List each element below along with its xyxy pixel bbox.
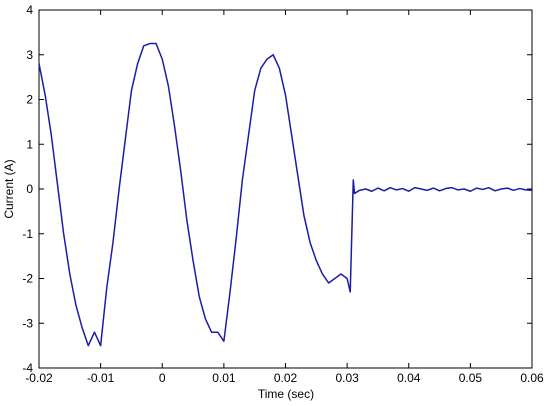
x-tick-label: 0.02 [274,371,298,385]
y-tick-label: 3 [26,48,33,62]
y-tick-label: 2 [26,93,33,107]
y-tick-label: -1 [22,227,33,241]
y-tick-label: 4 [26,3,33,17]
y-tick-label: -2 [22,272,33,286]
y-tick-label: -3 [22,316,33,330]
y-tick-label: 1 [26,137,33,151]
x-tick-label: 0 [159,371,166,385]
x-tick-label: 0.04 [397,371,421,385]
y-axis-label: Current (A) [2,159,16,218]
x-tick-label: 0.01 [212,371,236,385]
plot-box [38,9,533,369]
x-tick-label: -0.01 [87,371,115,385]
y-tick-label: -4 [22,361,33,375]
y-tick-label: 0 [26,182,33,196]
x-tick-label: 0.03 [335,371,359,385]
x-tick-label: 0.05 [459,371,483,385]
x-axis-label: Time (sec) [258,387,314,401]
x-tick-label: -0.02 [25,371,53,385]
data-line [38,42,533,347]
x-tick-label: 0.06 [520,371,544,385]
